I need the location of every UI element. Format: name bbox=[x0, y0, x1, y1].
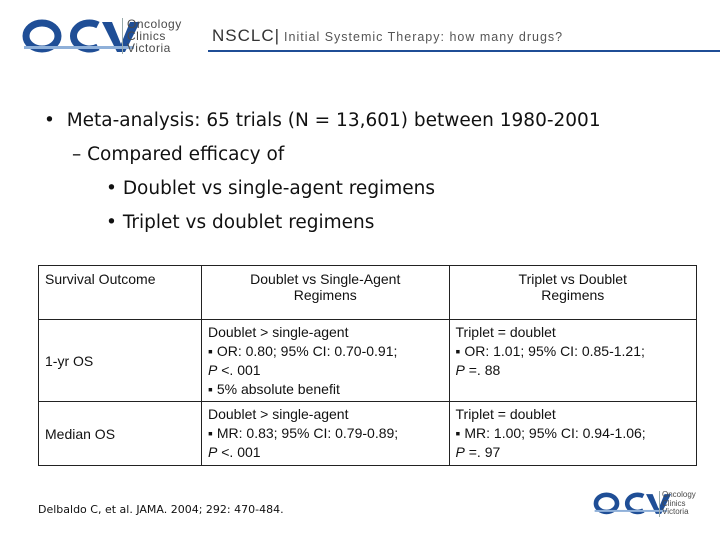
logo-word: Clinics bbox=[127, 29, 166, 43]
logo-c-shape bbox=[70, 19, 100, 53]
bullet-text: Compared efficacy of bbox=[87, 144, 285, 165]
logo-o-shape bbox=[593, 492, 620, 515]
bullet-marker: – bbox=[72, 144, 82, 165]
logo-word: Oncology bbox=[662, 490, 696, 499]
ocv-logo bbox=[22, 19, 140, 53]
bullet-marker: • bbox=[106, 212, 117, 233]
outcome-cell: Median OS bbox=[38, 401, 202, 466]
bullet-item: • Triplet vs doublet regimens bbox=[44, 206, 601, 240]
cell-line: Triplet = doublet bbox=[455, 406, 556, 422]
cell-line: ▪ 5% absolute benefit bbox=[208, 380, 340, 397]
bullet-text: Triplet vs doublet regimens bbox=[122, 212, 375, 233]
column-header-doublet-vs-single: Doublet vs Single-Agent Regimens bbox=[201, 265, 450, 320]
logo-v-shape bbox=[102, 22, 140, 52]
logo-c-shape bbox=[625, 492, 645, 515]
logo-wordmark: Oncology Clinics Victoria bbox=[122, 18, 182, 54]
bullet-text: Meta-analysis: 65 trials (N = 13,601) be… bbox=[66, 110, 601, 131]
header-divider bbox=[208, 50, 720, 52]
logo-swoosh bbox=[24, 46, 134, 49]
cell-line: Doublet > single-agent bbox=[208, 406, 349, 422]
bullet-item: • Meta-analysis: 65 trials (N = 13,601) … bbox=[44, 104, 601, 138]
doublet-vs-single-cell: Doublet > single-agent ▪ MR: 0.83; 95% C… bbox=[201, 401, 450, 466]
logo-word: Oncology bbox=[127, 17, 182, 31]
column-header-triplet-vs-doublet: Triplet vs Doublet Regimens bbox=[448, 265, 697, 320]
cell-line: ▪ OR: 0.80; 95% CI: 0.70-0.91; bbox=[208, 342, 398, 359]
slide-title: NSCLC| bbox=[212, 26, 281, 45]
cell-line: ▪ OR: 1.01; 95% CI: 0.85-1.21; bbox=[455, 343, 645, 359]
logo-word: Victoria bbox=[127, 41, 171, 55]
bullet-list: • Meta-analysis: 65 trials (N = 13,601) … bbox=[44, 104, 601, 240]
survival-table: Survival Outcome Doublet vs Single-Agent… bbox=[38, 265, 697, 466]
bullet-item: • Doublet vs single-agent regimens bbox=[44, 172, 601, 206]
logo-o-shape bbox=[22, 19, 62, 53]
logo-wordmark-small: Oncology Clinics Victoria bbox=[659, 490, 696, 517]
cell-line: P =. 97 bbox=[455, 444, 501, 460]
bullet-text: Doublet vs single-agent regimens bbox=[122, 178, 435, 199]
cell-line: ▪ MR: 1.00; 95% CI: 0.94-1.06; bbox=[455, 425, 646, 441]
column-header-outcome: Survival Outcome bbox=[38, 265, 202, 320]
slide-header: NSCLC| Initial Systemic Therapy: how many… bbox=[212, 26, 563, 46]
cell-line: P <. 001 bbox=[208, 361, 261, 378]
table-row: Median OS Doublet > single-agent ▪ MR: 0… bbox=[38, 401, 697, 466]
cell-line: P <. 001 bbox=[208, 444, 261, 460]
ocv-logo-small bbox=[593, 492, 672, 515]
table-header-row: Survival Outcome Doublet vs Single-Agent… bbox=[38, 265, 697, 320]
doublet-vs-single-cell: Doublet > single-agent ▪ OR: 0.80; 95% C… bbox=[201, 319, 450, 402]
outcome-cell: 1-yr OS bbox=[38, 319, 202, 402]
slide-subtitle: Initial Systemic Therapy: how many drugs… bbox=[284, 30, 564, 44]
cell-line: Doublet > single-agent bbox=[208, 323, 349, 340]
bullet-marker: • bbox=[106, 178, 117, 199]
bullet-marker: • bbox=[44, 110, 55, 131]
logo-swoosh bbox=[594, 509, 668, 512]
triplet-vs-doublet-cell: Triplet = doublet ▪ MR: 1.00; 95% CI: 0.… bbox=[448, 401, 697, 466]
bullet-item: – Compared efficacy of bbox=[44, 138, 601, 172]
logo-word: Clinics bbox=[662, 498, 686, 508]
logo-v-shape bbox=[646, 494, 672, 514]
citation: Delbaldo C, et al. JAMA. 2004; 292: 470-… bbox=[38, 503, 284, 516]
triplet-vs-doublet-cell: Triplet = doublet ▪ OR: 1.01; 95% CI: 0.… bbox=[448, 319, 697, 402]
cell-line: Triplet = doublet bbox=[455, 324, 556, 340]
logo-word: Victoria bbox=[662, 507, 689, 516]
cell-line: ▪ MR: 0.83; 95% CI: 0.79-0.89; bbox=[208, 425, 399, 441]
cell-line: P =. 88 bbox=[455, 362, 501, 378]
table-row: 1-yr OS Doublet > single-agent ▪ OR: 0.8… bbox=[38, 319, 697, 402]
